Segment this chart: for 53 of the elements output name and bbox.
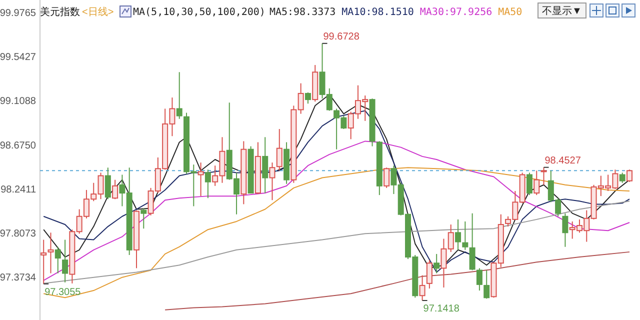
- candlestick: [434, 253, 440, 274]
- line-series: [43, 167, 630, 298]
- text: MA30:97.9256: [420, 7, 492, 18]
- candlestick: [562, 212, 568, 248]
- y-tick-label: 98.6750: [0, 140, 36, 152]
- dropdown-button: 不显示▼: [538, 2, 586, 18]
- candlestick: [619, 172, 626, 184]
- y-tick-label: 99.9765: [0, 8, 36, 20]
- candlestick: [54, 246, 61, 274]
- y-tick-label: 98.2411: [0, 184, 36, 196]
- annotation: 不显示▼: [542, 6, 582, 17]
- text: MA5:98.3373: [269, 7, 336, 18]
- text: <日线>: [82, 6, 114, 18]
- annotation: 98.4527: [544, 155, 582, 166]
- candlestick: [476, 268, 482, 292]
- annotation: 99.6728: [323, 31, 360, 42]
- legend-title: MA(5,10,30,50,100,200): [133, 7, 266, 18]
- candlestick: [40, 239, 47, 284]
- candlestick: [140, 208, 147, 230]
- candlestick: [469, 212, 476, 271]
- candlestick: [262, 136, 268, 194]
- candlestick: [62, 239, 68, 283]
- candlestick: [269, 162, 276, 201]
- line-series: [164, 251, 630, 310]
- candlestick: [112, 179, 118, 200]
- candlestick: [104, 167, 111, 200]
- candlestick: [484, 270, 490, 300]
- candlestick: [455, 218, 462, 250]
- y-tick-label: 97.3734: [0, 272, 36, 284]
- candlestick: [534, 170, 540, 196]
- candlestick: [626, 169, 632, 182]
- candlestick: [204, 169, 211, 199]
- candlestick: [426, 260, 432, 290]
- text: MA50: [498, 7, 522, 18]
- text: MA10:98.1510: [342, 7, 414, 18]
- annotation: 97.3055: [44, 286, 82, 298]
- candlestick: [384, 167, 390, 188]
- line-series: [43, 200, 630, 284]
- candlestick: [198, 162, 204, 197]
- candlestick: [304, 92, 311, 104]
- annotation: 97.1418: [423, 304, 460, 315]
- line-series: [43, 140, 630, 281]
- candlestick: [462, 220, 468, 250]
- candlestick: [48, 232, 54, 274]
- text: 美元指数: [40, 6, 80, 18]
- candlestick: [276, 128, 282, 172]
- candlestick: [176, 72, 182, 120]
- candlestick: [540, 166, 547, 186]
- y-tick-label: 97.8073: [0, 228, 36, 240]
- y-tick-label: 99.1088: [0, 96, 36, 108]
- candlestick: [419, 274, 426, 302]
- y-tick-label: 99.5427: [0, 52, 36, 64]
- candlestick: [526, 172, 532, 196]
